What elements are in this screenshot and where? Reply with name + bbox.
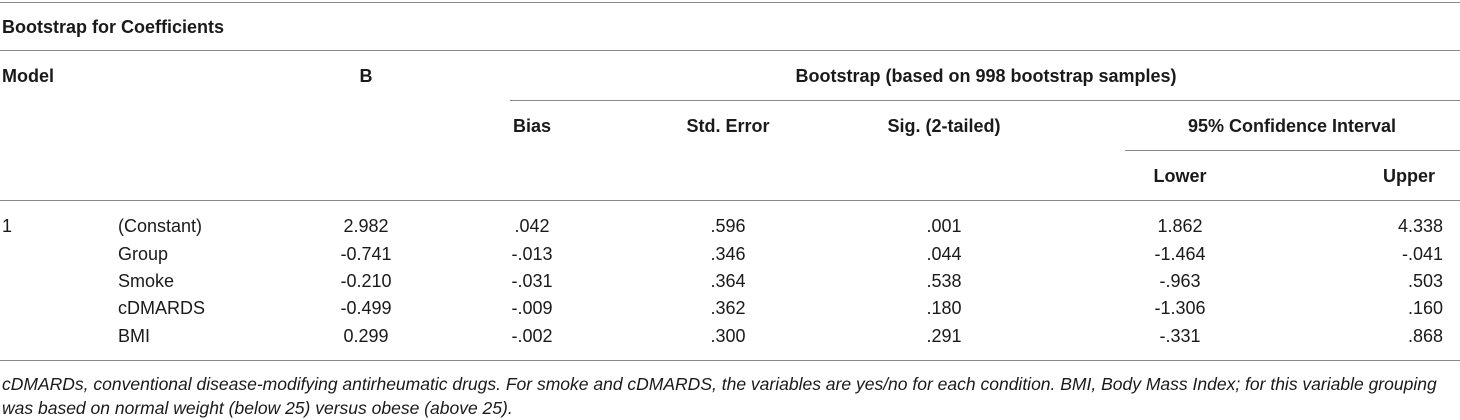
cell-b: 2.982	[343, 216, 389, 236]
cell-lower: -1.306	[1154, 298, 1206, 318]
rule-below-header	[0, 200, 1460, 201]
cell-b: 0.299	[343, 326, 389, 346]
cell-std-error: .362	[710, 298, 746, 318]
row-label: Group	[118, 244, 169, 264]
header-model: Model	[2, 66, 54, 86]
header-bootstrap: Bootstrap (based on 998 bootstrap sample…	[795, 66, 1177, 86]
cell-sig: .291	[926, 326, 962, 346]
cell-std-error: .346	[710, 244, 746, 264]
row-label: (Constant)	[118, 216, 203, 236]
rule-bottom	[0, 360, 1460, 361]
header-b: B	[359, 66, 373, 86]
header-ci: 95% Confidence Interval	[1187, 116, 1397, 136]
rule-below-title	[0, 50, 1460, 51]
table-footnote: cDMARDs, conventional disease-modifying …	[2, 374, 1437, 418]
cell-b: -0.499	[340, 298, 392, 318]
header-upper: Upper	[1382, 166, 1435, 186]
row-label: cDMARDS	[118, 298, 206, 318]
cell-bias: -.002	[511, 326, 553, 346]
cell-lower: 1.862	[1157, 216, 1203, 236]
cell-sig: .001	[926, 216, 962, 236]
cell-upper: 4.338	[1397, 216, 1443, 236]
cell-bias: -.031	[511, 271, 553, 291]
cell-sig: .538	[926, 271, 962, 291]
cell-upper: .868	[1407, 326, 1443, 346]
cell-upper: -.041	[1401, 244, 1443, 264]
cell-std-error: .596	[710, 216, 746, 236]
cell-lower: -1.464	[1154, 244, 1206, 264]
row-label: Smoke	[118, 271, 175, 291]
header-lower: Lower	[1153, 166, 1207, 186]
rule-below-bootstrap	[510, 100, 1460, 101]
rule-below-ci	[1125, 150, 1460, 151]
header-sig: Sig. (2-tailed)	[887, 116, 1001, 136]
cell-b: -0.741	[340, 244, 392, 264]
model-number: 1	[2, 216, 13, 236]
cell-upper: .503	[1407, 271, 1443, 291]
cell-b: -0.210	[340, 271, 392, 291]
header-bias: Bias	[512, 116, 552, 136]
header-std-error: Std. Error	[686, 116, 770, 136]
row-label: BMI	[118, 326, 151, 346]
table-title: Bootstrap for Coefficients	[2, 17, 225, 37]
cell-sig: .180	[926, 298, 962, 318]
cell-bias: -.013	[511, 244, 553, 264]
cell-lower: -.963	[1159, 271, 1201, 291]
cell-bias: .042	[514, 216, 550, 236]
cell-std-error: .300	[710, 326, 746, 346]
rule-top	[0, 2, 1460, 3]
cell-lower: -.331	[1159, 326, 1201, 346]
cell-sig: .044	[926, 244, 962, 264]
cell-std-error: .364	[710, 271, 746, 291]
cell-upper: .160	[1407, 298, 1443, 318]
cell-bias: -.009	[511, 298, 553, 318]
